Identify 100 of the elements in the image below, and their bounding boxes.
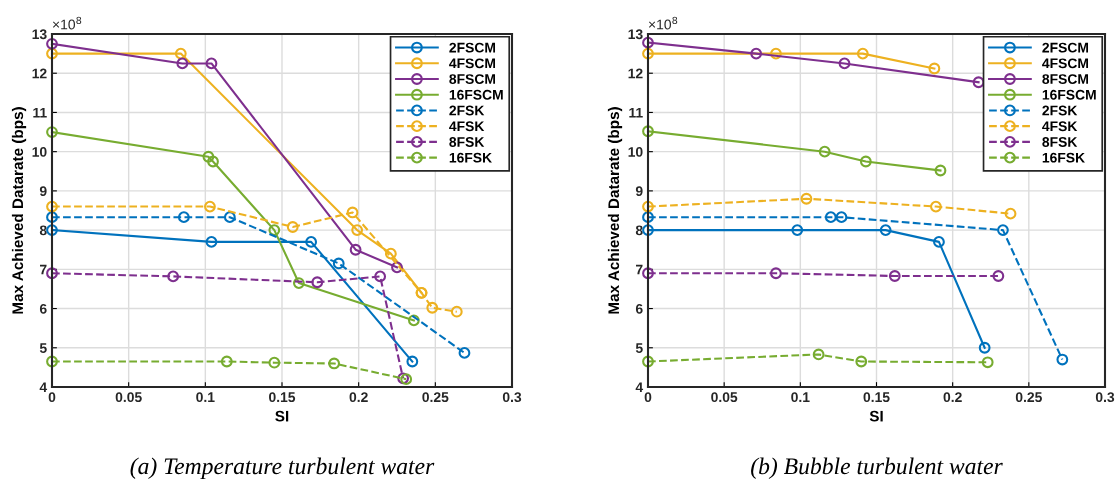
- point: [177, 211, 190, 224]
- legend-label: 8FSK: [449, 137, 485, 147]
- point: [204, 200, 216, 213]
- y-tick-label: 5: [635, 343, 643, 353]
- point: [292, 277, 305, 289]
- point: [207, 155, 219, 168]
- legend-label: 8FSCM: [1042, 74, 1089, 84]
- point: [174, 47, 187, 60]
- point: [855, 355, 868, 368]
- point: [176, 57, 189, 70]
- point: [997, 224, 1009, 237]
- legend-label: 2FSCM: [449, 42, 496, 53]
- point: [928, 62, 941, 75]
- point: [46, 37, 58, 50]
- text: (a) Temperature turbulent water: [130, 457, 435, 480]
- text: ×10$^{8}$: [52, 16, 82, 30]
- point: [46, 200, 58, 213]
- point: [770, 267, 782, 280]
- point: [838, 57, 851, 70]
- point: [770, 47, 782, 60]
- legend-label: 16FSCM: [1042, 89, 1096, 100]
- x-tick-label: 0.1: [196, 392, 215, 403]
- point: [205, 235, 218, 248]
- point: [406, 355, 419, 368]
- point: [1004, 207, 1017, 220]
- x-tick-label: 0.25: [1015, 392, 1042, 403]
- point: [992, 270, 1005, 282]
- y-tick-label: 9: [635, 186, 643, 197]
- point: [642, 125, 654, 138]
- y-tick-label: 7: [636, 264, 643, 275]
- legend-label: 4FSCM: [1042, 58, 1089, 69]
- legend-label: 4FSCM: [449, 58, 496, 69]
- point: [642, 224, 654, 237]
- x-tick-label: 0.15: [269, 392, 296, 403]
- point: [642, 267, 654, 280]
- point: [933, 235, 945, 248]
- y-tick-label: 6: [39, 303, 47, 314]
- y-tick-label: 4: [635, 382, 644, 393]
- x-tick-label: 0.25: [422, 392, 449, 403]
- legend-label: 4FSK: [1042, 121, 1078, 132]
- point: [835, 211, 848, 224]
- y-tick-label: 13: [628, 29, 643, 40]
- point: [46, 355, 58, 368]
- point: [450, 305, 463, 318]
- y-tick-label: 8: [635, 225, 643, 236]
- point: [750, 47, 763, 60]
- point: [642, 47, 654, 60]
- point: [220, 355, 233, 368]
- point: [46, 267, 58, 280]
- point: [818, 145, 831, 158]
- point: [46, 224, 58, 237]
- point: [930, 200, 942, 213]
- point: [268, 356, 281, 369]
- point: [167, 270, 180, 283]
- point: [1056, 353, 1069, 366]
- point: [46, 211, 58, 224]
- y-tick-label: 11: [33, 107, 47, 118]
- legend-label: 8FSCM: [449, 74, 496, 84]
- x-tick-label: 0.1: [791, 392, 810, 403]
- point: [879, 224, 892, 237]
- point: [391, 261, 403, 274]
- y-tick-label: 9: [39, 186, 47, 197]
- point: [351, 224, 364, 237]
- x-tick-label: 0.15: [863, 392, 890, 403]
- point: [268, 224, 281, 237]
- point: [286, 221, 299, 233]
- y-tick-label: 10: [628, 147, 643, 157]
- point: [978, 341, 991, 354]
- point: [328, 357, 341, 370]
- legend-label: 4FSK: [449, 121, 485, 132]
- point: [888, 270, 901, 282]
- y-axis-title: Max Achieved Datarate (bps): [11, 107, 27, 314]
- y-tick-label: 13: [32, 29, 47, 40]
- y-tick-label: 12: [628, 68, 643, 79]
- point: [791, 224, 804, 237]
- legend-label: 16FSK: [1042, 152, 1085, 163]
- x-axis-title: SI: [275, 410, 289, 422]
- y-tick-label: 11: [629, 107, 643, 118]
- point: [349, 243, 362, 256]
- y-axis-title: Max Achieved Datarate (bps): [607, 107, 623, 314]
- y-tick-label: 7: [40, 264, 47, 275]
- point: [346, 206, 359, 219]
- legend-label: 8FSK: [1042, 137, 1078, 147]
- point: [458, 346, 471, 359]
- x-tick-label: 0.05: [115, 392, 142, 403]
- y-tick-label: 6: [635, 303, 643, 314]
- point: [305, 235, 318, 248]
- text: (b) Bubble turbulent water: [751, 457, 1003, 480]
- point: [934, 164, 947, 177]
- point: [800, 192, 813, 205]
- point: [374, 270, 387, 283]
- point: [812, 348, 825, 361]
- y-tick-label: 5: [39, 343, 47, 353]
- point: [46, 47, 58, 60]
- legend-label: 2FSK: [1042, 105, 1078, 116]
- y-tick-label: 12: [32, 68, 47, 79]
- legend-label: 16FSK: [449, 152, 492, 163]
- point: [859, 155, 872, 168]
- point: [642, 200, 654, 213]
- point: [981, 356, 994, 369]
